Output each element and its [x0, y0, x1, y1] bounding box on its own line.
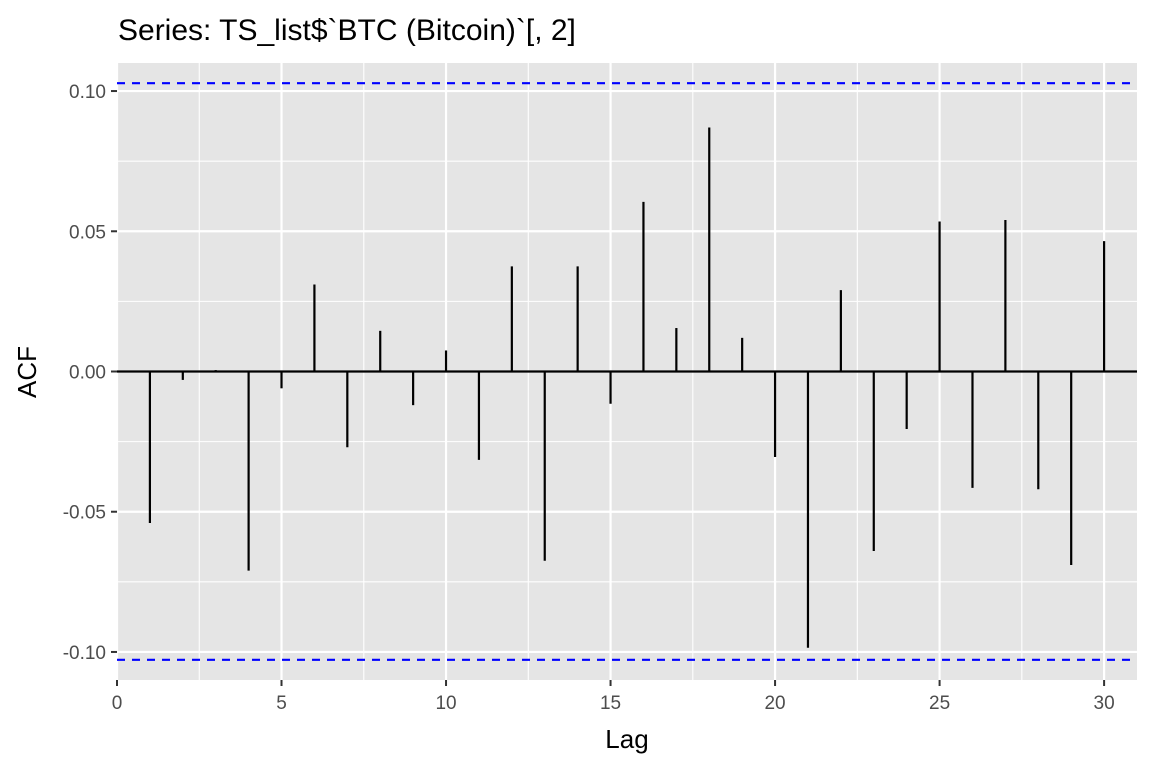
x-tick-label: 5: [276, 693, 287, 714]
x-tick-label: 25: [929, 693, 950, 714]
y-tick-label: -0.05: [63, 503, 106, 524]
acf-bars: [148, 127, 1106, 648]
y-tick-label: 0.05: [69, 222, 106, 243]
y-axis: -0.10 -0.05 0.00 0.05 0.10: [63, 82, 117, 664]
chart-title: Series: TS_list$`BTC (Bitcoin)`[, 2]: [118, 14, 576, 47]
x-tick-label: 15: [600, 693, 621, 714]
y-tick-label: 0.00: [69, 363, 106, 384]
confidence-bounds: [117, 82, 1137, 661]
y-tick-label: -0.10: [63, 643, 106, 664]
y-tick-label: 0.10: [69, 82, 106, 103]
x-axis-title: Lag: [605, 724, 648, 754]
x-tick-label: 20: [764, 693, 785, 714]
x-axis: 0 5 10 15 20 25 30: [112, 680, 1115, 714]
x-tick-label: 10: [435, 693, 456, 714]
x-tick-label: 0: [112, 693, 123, 714]
x-tick-label: 30: [1094, 693, 1115, 714]
y-axis-title: ACF: [12, 346, 42, 398]
